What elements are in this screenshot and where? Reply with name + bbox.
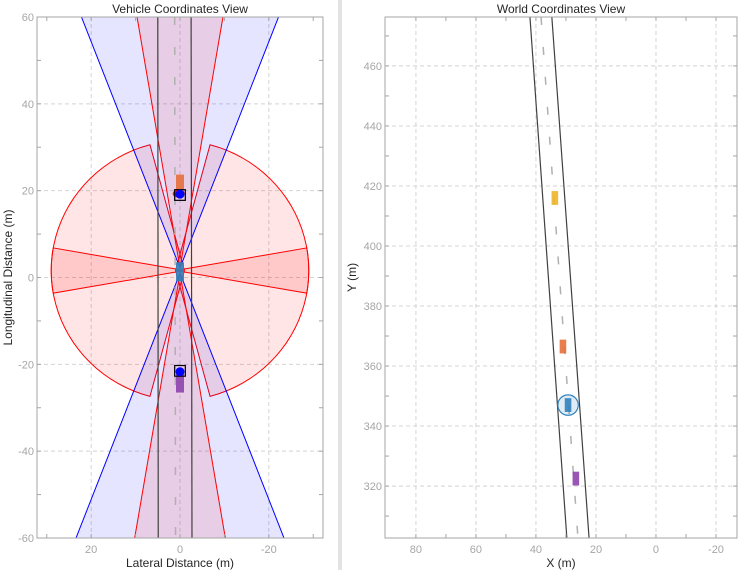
x-tick-label: 0 <box>653 544 659 556</box>
y-tick-label: -60 <box>18 533 34 545</box>
y-axis-label: Y (m) <box>345 263 359 292</box>
lead-vehicle[interactable] <box>176 174 184 194</box>
front-radar-coverage <box>136 17 224 269</box>
vehicle-coordinates-plot[interactable]: Vehicle Coordinates View 20 0 -20 60 40 20 0 -20… <box>0 0 338 570</box>
rear-radar-coverage <box>134 273 226 538</box>
x-axis-label: X (m) <box>546 556 575 570</box>
road-right-boundary <box>551 17 590 538</box>
ego-vehicle[interactable] <box>176 262 184 282</box>
x-tick-label: 60 <box>470 544 482 556</box>
x-tick-label: 20 <box>590 544 602 556</box>
y-axis-label: Longitudinal Distance (m) <box>1 209 15 345</box>
x-axis-label: Lateral Distance (m) <box>126 556 234 570</box>
x-tick-label: -20 <box>708 544 724 556</box>
y-tick-label: 0 <box>28 273 34 285</box>
detection-lead <box>175 189 185 199</box>
tick-marks <box>385 17 737 538</box>
rear-camera-coverage <box>75 271 285 538</box>
y-tick-label: 420 <box>364 181 382 193</box>
plot-content <box>529 17 590 538</box>
y-tick-label: 380 <box>364 301 382 313</box>
plot-content <box>50 17 310 538</box>
vehicle-coordinates-panel: Vehicle Coordinates View 20 0 -20 60 40 20 0 -20… <box>0 0 338 570</box>
y-tick-label: 20 <box>22 186 34 198</box>
y-tick-label: 460 <box>364 61 382 73</box>
y-tick-label: 40 <box>22 99 34 111</box>
y-tick-label: 320 <box>364 481 382 493</box>
right-lane-boundary <box>190 17 193 538</box>
road-center-dashed <box>540 17 579 538</box>
y-tick-label: 440 <box>364 121 382 133</box>
plot-title: World Coordinates View <box>497 2 626 16</box>
x-tick-label: -20 <box>261 544 277 556</box>
road-left-boundary <box>529 17 568 538</box>
front-camera-coverage <box>80 17 280 270</box>
detection-rear <box>175 367 185 377</box>
y-tick-label: 400 <box>364 241 382 253</box>
rear-vehicle[interactable] <box>176 373 184 393</box>
panel-divider[interactable] <box>338 0 342 570</box>
yellow-vehicle[interactable] <box>551 191 559 205</box>
y-tick-label: -20 <box>18 359 34 371</box>
y-tick-label: -40 <box>18 446 34 458</box>
purple-vehicle[interactable] <box>572 471 580 486</box>
x-tick-label: 0 <box>177 544 183 556</box>
ego-vehicle[interactable] <box>564 398 572 412</box>
x-tick-label: 20 <box>85 544 97 556</box>
x-tick-label: 40 <box>530 544 542 556</box>
x-tick-label: 80 <box>410 544 422 556</box>
tick-marks <box>37 16 323 539</box>
y-tick-label: 360 <box>364 361 382 373</box>
orange-vehicle[interactable] <box>559 339 567 354</box>
side-narrow-radar-left-coverage <box>50 247 185 294</box>
y-tick-label: 340 <box>364 421 382 433</box>
y-tick-label: 60 <box>22 12 34 24</box>
world-coordinates-panel: World Coordinates View 80 60 40 20 0 -20 460 440… <box>342 0 742 570</box>
axes-frame <box>384 16 738 539</box>
side-narrow-radar-right-coverage <box>175 247 310 294</box>
world-coordinates-plot[interactable]: World Coordinates View 80 60 40 20 0 -20 460 440… <box>342 0 742 570</box>
plot-title: Vehicle Coordinates View <box>112 2 248 16</box>
grid-lines <box>385 17 737 538</box>
